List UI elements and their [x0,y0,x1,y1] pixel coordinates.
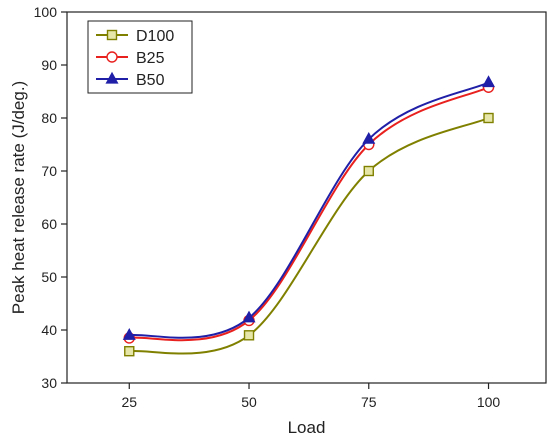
x-tick-label: 75 [361,394,377,410]
y-tick-label: 90 [41,57,57,73]
y-tick-label: 70 [41,163,57,179]
legend-item-b25: B25 [96,50,165,67]
x-tick-label: 50 [241,394,257,410]
y-axis-title: Peak heat release rate (J/deg.) [9,81,28,314]
series-b50 [122,75,496,340]
legend-marker [106,29,118,41]
legend-label: B50 [136,72,165,89]
legend-item-b50: B50 [96,71,165,89]
y-tick-label: 50 [41,269,57,285]
data-point-d100 [363,165,374,177]
y-tick-label: 80 [41,110,57,126]
legend-marker [105,71,119,84]
series-b25 [123,81,495,344]
data-point-b50 [362,131,376,144]
series-line-d100 [129,117,489,355]
y-tick-label: 100 [34,4,58,20]
legend-marker [106,51,118,63]
data-point-b50 [122,328,136,340]
data-point-b50 [242,310,256,323]
series-line-b50 [129,81,489,339]
y-tick-label: 40 [41,322,57,338]
data-point-d100 [243,330,255,341]
y-tick-label: 60 [41,216,57,232]
y-tick-label: 30 [41,375,57,391]
legend-label: B25 [136,50,165,67]
plot-frame [66,11,547,384]
x-tick-label: 25 [121,394,137,410]
x-tick-label: 100 [477,394,501,410]
legend-item-d100: D100 [96,28,174,45]
series-line-b25 [129,86,489,342]
series-d100 [124,112,494,357]
legend-label: D100 [136,28,174,45]
data-point-b50 [482,75,496,88]
data-point-d100 [483,112,494,124]
data-point-d100 [124,346,135,357]
x-axis-title: Load [288,418,326,437]
